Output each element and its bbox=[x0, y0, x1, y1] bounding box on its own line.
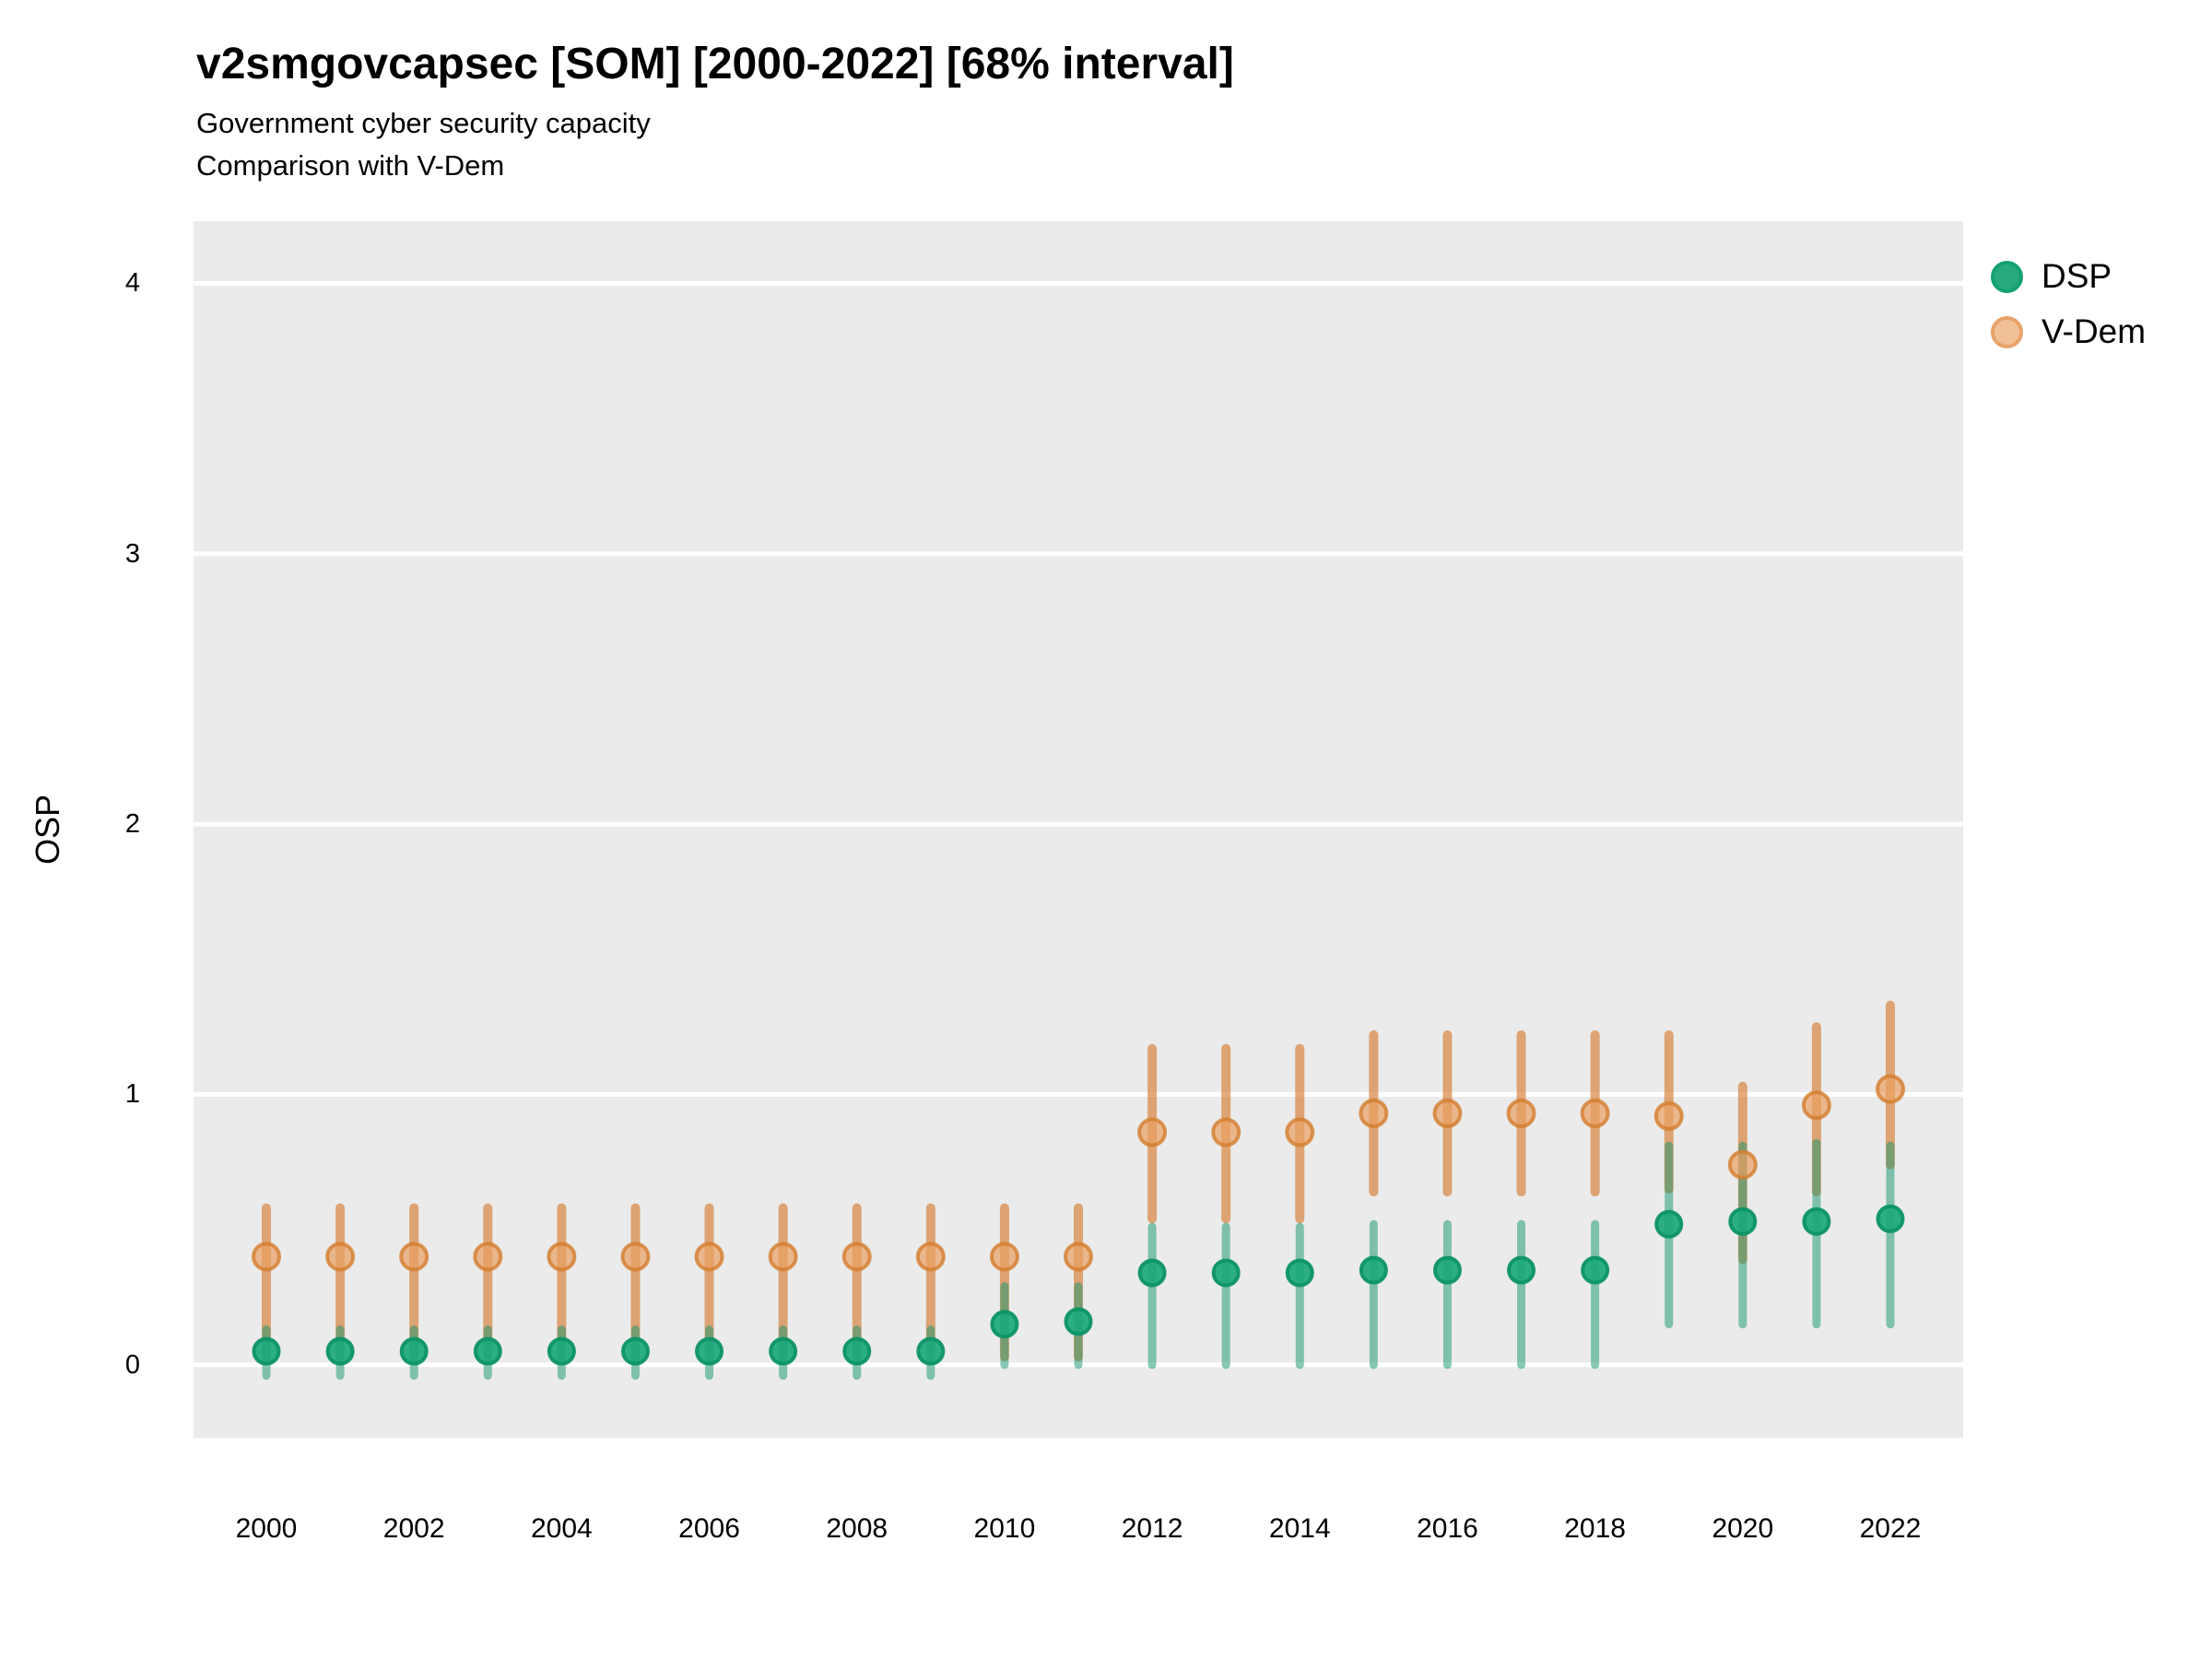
point-vdem bbox=[547, 1241, 577, 1272]
legend-item-dsp: DSP bbox=[1991, 249, 2146, 304]
point-dsp bbox=[1064, 1307, 1093, 1336]
point-dsp bbox=[325, 1336, 355, 1366]
point-vdem bbox=[473, 1241, 503, 1272]
x-tick-label: 2022 bbox=[1859, 1513, 1922, 1544]
point-vdem bbox=[1359, 1099, 1389, 1128]
legend-label-dsp: DSP bbox=[2041, 257, 2112, 295]
legend-marker-vdem-icon bbox=[1991, 315, 2023, 348]
point-vdem bbox=[694, 1241, 724, 1272]
point-vdem bbox=[252, 1241, 281, 1272]
point-vdem bbox=[1580, 1099, 1610, 1128]
point-dsp bbox=[1728, 1206, 1758, 1236]
x-tick-label: 2014 bbox=[1268, 1513, 1331, 1544]
x-tick-label: 2018 bbox=[1564, 1513, 1626, 1544]
x-tick-label: 2010 bbox=[973, 1513, 1036, 1544]
point-vdem bbox=[1211, 1117, 1241, 1147]
legend-label-vdem: V-Dem bbox=[2041, 312, 2147, 350]
point-vdem bbox=[1876, 1074, 1905, 1104]
x-tick-label: 2004 bbox=[530, 1513, 593, 1544]
point-vdem bbox=[1801, 1090, 1831, 1121]
point-vdem bbox=[325, 1241, 356, 1272]
x-tick-label: 2012 bbox=[1121, 1513, 1183, 1544]
point-vdem bbox=[915, 1241, 946, 1272]
point-dsp bbox=[1432, 1255, 1462, 1285]
point-vdem bbox=[989, 1241, 1019, 1272]
legend-item-vdem: V-Dem bbox=[1991, 304, 2146, 359]
point-vdem bbox=[841, 1241, 872, 1272]
point-dsp bbox=[1507, 1255, 1536, 1285]
point-dsp bbox=[769, 1336, 798, 1366]
point-dsp bbox=[1211, 1258, 1241, 1288]
point-vdem bbox=[1653, 1100, 1684, 1131]
point-dsp bbox=[1359, 1255, 1388, 1285]
y-tick-label: 0 bbox=[124, 1349, 140, 1380]
x-tick-label: 2016 bbox=[1417, 1513, 1478, 1544]
point-vdem bbox=[1506, 1099, 1536, 1128]
x-tick-label: 2006 bbox=[678, 1513, 740, 1544]
point-dsp bbox=[1581, 1255, 1610, 1285]
point-dsp bbox=[1285, 1258, 1314, 1288]
point-vdem bbox=[768, 1241, 798, 1272]
chart-subtitle-line2: Comparison with V-Dem bbox=[196, 149, 505, 182]
x-tick-label: 2000 bbox=[235, 1513, 298, 1544]
point-dsp bbox=[990, 1310, 1019, 1339]
point-dsp bbox=[399, 1336, 429, 1366]
point-dsp bbox=[842, 1336, 872, 1366]
point-vdem bbox=[1285, 1117, 1315, 1147]
legend-marker-dsp-icon bbox=[1991, 260, 2023, 293]
point-dsp bbox=[1876, 1204, 1905, 1233]
point-vdem bbox=[1064, 1241, 1093, 1272]
point-dsp bbox=[473, 1336, 502, 1366]
point-dsp bbox=[916, 1336, 946, 1366]
y-tick-label: 2 bbox=[124, 809, 140, 840]
point-dsp bbox=[252, 1336, 281, 1366]
x-tick-label: 2008 bbox=[826, 1513, 888, 1544]
y-tick-label: 3 bbox=[124, 538, 140, 569]
y-tick-label: 1 bbox=[124, 1079, 140, 1110]
point-vdem bbox=[1432, 1099, 1463, 1128]
chart-title: v2smgovcapsec [SOM] [2000-2022] [68% int… bbox=[196, 40, 1234, 88]
chart-subtitle-line1: Government cyber security capacity bbox=[196, 107, 651, 139]
point-vdem bbox=[1137, 1117, 1168, 1147]
point-vdem bbox=[399, 1241, 429, 1272]
point-dsp bbox=[620, 1336, 650, 1366]
y-tick-label: 4 bbox=[124, 268, 140, 299]
point-dsp bbox=[547, 1336, 576, 1366]
point-dsp bbox=[1654, 1209, 1684, 1239]
x-tick-label: 2002 bbox=[382, 1513, 445, 1544]
x-tick-label: 2020 bbox=[1712, 1513, 1774, 1544]
point-vdem bbox=[1727, 1149, 1758, 1180]
legend: DSP V-Dem bbox=[1991, 249, 2146, 359]
point-dsp bbox=[1802, 1206, 1831, 1236]
point-vdem bbox=[620, 1241, 651, 1272]
point-dsp bbox=[1137, 1258, 1167, 1288]
point-dsp bbox=[695, 1336, 724, 1366]
